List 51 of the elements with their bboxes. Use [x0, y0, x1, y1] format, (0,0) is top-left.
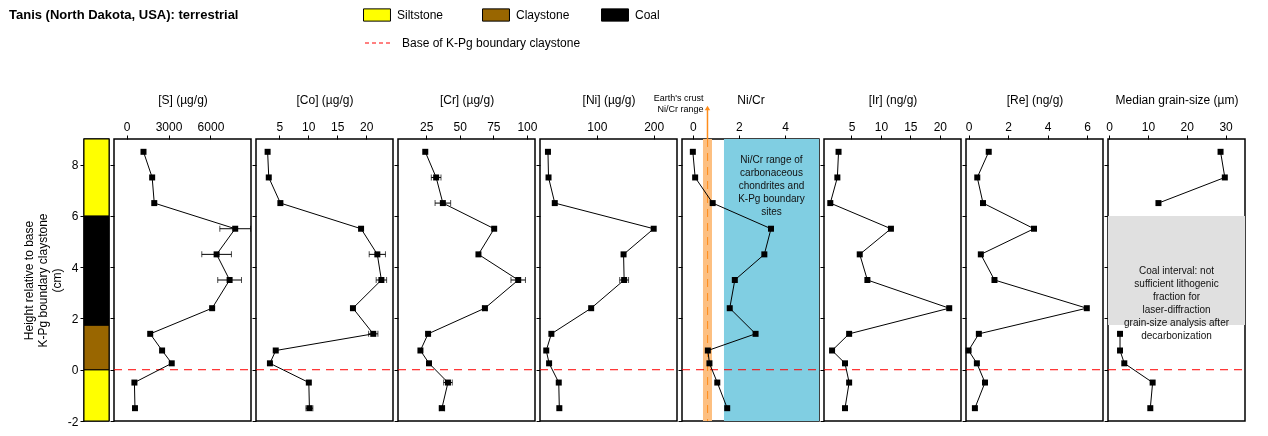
x-tick-label: 0	[1106, 119, 1114, 134]
legend-label: Coal	[635, 8, 660, 22]
x-tick-label: 30	[1219, 119, 1234, 134]
x-tick-label: 25	[420, 119, 434, 134]
y-tick-label: 8	[71, 158, 79, 173]
x-tick-label: 100	[517, 119, 538, 134]
x-tick-label: 200	[644, 119, 665, 134]
x-tick-label: 6000	[197, 119, 225, 134]
x-tick-label: 10	[1141, 119, 1156, 134]
x-tick-label: 20	[1180, 119, 1195, 134]
y-tick-label: 2	[71, 311, 79, 326]
x-tick-label: 4	[782, 119, 790, 134]
x-tick-label: 15	[331, 119, 345, 134]
x-tick-label: 20	[933, 119, 948, 134]
x-tick-label: 20	[360, 119, 374, 134]
x-tick-label: 10	[302, 119, 316, 134]
x-tick-label: 6	[1084, 119, 1092, 134]
legend-label: Siltstone	[397, 8, 444, 22]
x-axis-title: Ni/Cr	[737, 92, 765, 107]
x-tick-label: 2	[736, 119, 744, 134]
y-tick-label: 4	[71, 260, 79, 275]
x-tick-label: 5	[276, 119, 284, 134]
legend-label: Claystone	[516, 8, 570, 22]
band-label: Coal interval: not sufficient lithogenic fraction for laser-diffraction grain-size analysis after decarbonization	[1123, 264, 1230, 341]
x-axis-title: [Re] (ng/g)	[1006, 92, 1064, 107]
x-tick-label: 0	[123, 119, 131, 134]
x-tick-label: 0	[965, 119, 973, 134]
y-tick-label: -2	[67, 414, 79, 429]
x-tick-label: 2	[1005, 119, 1013, 134]
x-tick-label: 75	[487, 119, 501, 134]
x-axis-title: [Co] (µg/g)	[296, 92, 354, 107]
x-axis-title: [S] (µg/g)	[158, 92, 208, 107]
x-tick-label: 0	[690, 119, 697, 134]
x-axis-title: [Ni] (µg/g)	[582, 92, 636, 107]
x-tick-label: 4	[1044, 119, 1052, 134]
x-axis-title: [Cr] (µg/g)	[439, 92, 495, 107]
x-tick-label: 50	[453, 119, 468, 134]
band-label: Ni/Cr range of carbonaceous chondrites and K-Pg boundary sites	[738, 154, 805, 217]
legend-label: Base of K-Pg boundary claystone	[402, 36, 581, 50]
x-tick-label: 5	[848, 119, 856, 134]
y-tick-label: 6	[71, 209, 79, 224]
y-axis-title: Height relative to base K-Pg boundary claystone (cm)	[21, 213, 64, 348]
x-axis-title: Median grain-size (µm)	[1115, 92, 1239, 107]
band-label: Earth's crust Ni/Cr range	[653, 93, 704, 114]
x-tick-label: 15	[904, 119, 918, 134]
x-tick-label: 10	[874, 119, 889, 134]
x-axis-title: [Ir] (ng/g)	[868, 92, 918, 107]
chart-title: Tanis (North Dakota, USA): terrestrial	[9, 7, 239, 22]
x-tick-label: 3000	[155, 119, 183, 134]
x-tick-label: 100	[587, 119, 608, 134]
y-tick-label: 0	[71, 363, 79, 378]
